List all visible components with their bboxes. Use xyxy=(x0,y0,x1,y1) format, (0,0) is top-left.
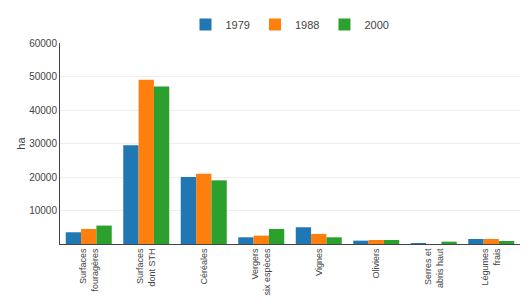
svg-text:50000: 50000 xyxy=(29,71,57,82)
svg-text:60000: 60000 xyxy=(29,38,57,49)
svg-text:1988: 1988 xyxy=(295,19,319,31)
svg-text:Vergerssix espèces: Vergerssix espèces xyxy=(250,248,272,296)
svg-text:Surfacesfouragères: Surfacesfouragères xyxy=(78,248,100,292)
svg-text:Oliviers: Oliviers xyxy=(371,248,381,279)
svg-text:20000: 20000 xyxy=(29,172,57,183)
svg-text:ha: ha xyxy=(15,137,27,150)
svg-text:Céréales: Céréales xyxy=(199,248,209,285)
svg-text:30000: 30000 xyxy=(29,138,57,149)
svg-text:40000: 40000 xyxy=(29,105,57,116)
svg-text:Surfacesdont STH: Surfacesdont STH xyxy=(135,248,157,287)
svg-text:1979: 1979 xyxy=(226,19,250,31)
svg-text:Serres etabris haut: Serres etabris haut xyxy=(423,248,445,288)
svg-text:Vignes: Vignes xyxy=(314,248,324,276)
svg-text:Légumesfrais: Légumesfrais xyxy=(480,248,502,286)
svg-text:10000: 10000 xyxy=(29,205,57,216)
svg-text:2000: 2000 xyxy=(364,19,388,31)
